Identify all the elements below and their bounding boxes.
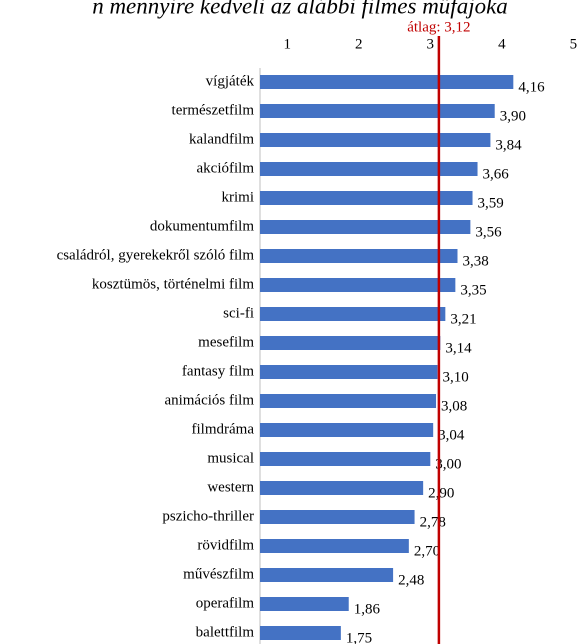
bar bbox=[260, 191, 473, 205]
x-tick-label: 4 bbox=[498, 36, 506, 52]
value-label: 1,75 bbox=[346, 630, 372, 644]
y-tick-label: rövidfilm bbox=[197, 537, 254, 553]
y-tick-label: vígjáték bbox=[206, 73, 255, 89]
y-tick-label: musical bbox=[207, 450, 254, 466]
bar bbox=[260, 539, 409, 553]
x-tick-label: 2 bbox=[355, 36, 363, 52]
value-label: 2,90 bbox=[428, 485, 454, 501]
bar bbox=[260, 336, 441, 350]
bar bbox=[260, 307, 446, 321]
y-tick-label: animációs film bbox=[164, 392, 254, 408]
y-tick-label: sci-fi bbox=[223, 305, 254, 321]
value-label: 3,10 bbox=[442, 369, 468, 385]
y-tick-label: mesefilm bbox=[198, 334, 254, 350]
value-label: 2,70 bbox=[414, 543, 440, 559]
value-label: 1,86 bbox=[354, 601, 381, 617]
y-tick-label: dokumentumfilm bbox=[150, 218, 254, 234]
y-tick-label: akciófilm bbox=[197, 160, 255, 176]
value-label: 3,38 bbox=[462, 253, 488, 269]
bar bbox=[260, 75, 514, 89]
value-label: 3,66 bbox=[483, 166, 510, 182]
chart-title: n mennyire kedveli az alábbi filmes műfa… bbox=[92, 0, 508, 18]
bar bbox=[260, 452, 431, 466]
value-label: 3,84 bbox=[495, 137, 522, 153]
x-tick-label: 5 bbox=[570, 36, 577, 52]
value-label: 3,21 bbox=[450, 311, 476, 327]
value-label: 3,56 bbox=[475, 224, 502, 240]
y-tick-label: western bbox=[207, 479, 254, 495]
bar bbox=[260, 365, 438, 379]
y-tick-label: filmdráma bbox=[192, 421, 255, 437]
y-tick-label: operafilm bbox=[196, 595, 255, 611]
y-tick-label: pszicho-thriller bbox=[162, 508, 254, 524]
bar bbox=[260, 481, 424, 495]
y-tick-label: családról, gyerekekről szóló film bbox=[57, 247, 255, 263]
value-label: 3,90 bbox=[500, 108, 526, 124]
bar bbox=[260, 249, 458, 263]
bar bbox=[260, 278, 456, 292]
value-label: 3,35 bbox=[460, 282, 486, 298]
y-tick-label: fantasy film bbox=[182, 363, 254, 379]
value-label: 2,48 bbox=[398, 572, 424, 588]
bar bbox=[260, 423, 434, 437]
bar bbox=[260, 510, 415, 524]
y-tick-label: balettfilm bbox=[196, 624, 255, 640]
y-tick-label: természetfilm bbox=[172, 102, 255, 118]
value-label: 3,59 bbox=[478, 195, 504, 211]
value-label: 2,78 bbox=[420, 514, 446, 530]
x-tick-label: 3 bbox=[427, 36, 435, 52]
average-label: átlag: 3,12 bbox=[407, 19, 470, 35]
bar bbox=[260, 162, 478, 176]
bar bbox=[260, 568, 394, 582]
y-tick-label: művészfilm bbox=[183, 566, 254, 582]
bar bbox=[260, 394, 437, 408]
y-tick-label: kosztümös, történelmi film bbox=[92, 276, 254, 292]
bar bbox=[260, 597, 349, 611]
y-tick-label: kalandfilm bbox=[189, 131, 254, 147]
bar bbox=[260, 133, 491, 147]
value-label: 3,14 bbox=[445, 340, 472, 356]
value-label: 3,08 bbox=[441, 398, 467, 414]
x-tick-label: 1 bbox=[283, 36, 291, 52]
bar bbox=[260, 220, 471, 234]
y-tick-label: krimi bbox=[222, 189, 255, 205]
value-label: 3,04 bbox=[438, 427, 465, 443]
bar bbox=[260, 626, 341, 640]
value-label: 3,00 bbox=[435, 456, 461, 472]
value-label: 4,16 bbox=[518, 79, 545, 95]
bar bbox=[260, 104, 495, 118]
